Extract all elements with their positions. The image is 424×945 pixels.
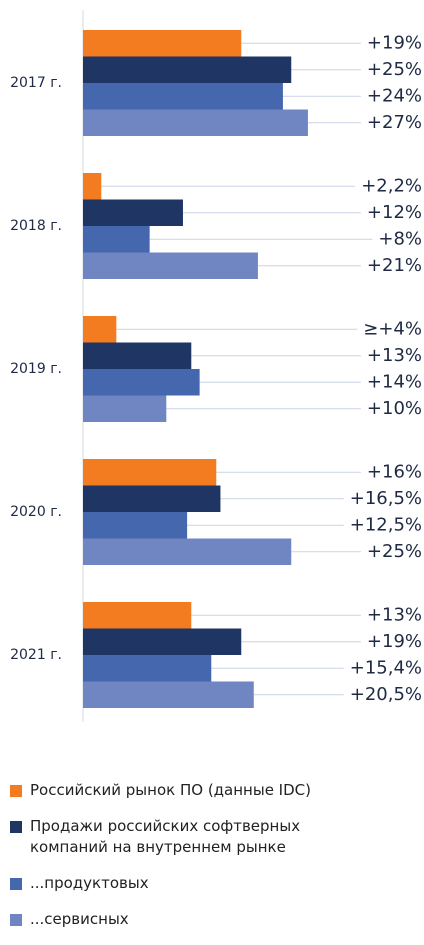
legend-swatch	[10, 914, 22, 926]
value-label: +2,2%	[361, 175, 422, 196]
bar	[83, 369, 200, 396]
value-label: +10%	[367, 398, 422, 419]
legend: Российский рынок ПО (данные IDC) Продажи …	[0, 780, 424, 945]
value-label: +8%	[378, 228, 422, 249]
value-label: +19%	[367, 631, 422, 652]
chart: 2017 г. +19% +25% +24% +27% 2018 г. +2,2% +12% +…	[10, 10, 422, 722]
bar	[83, 512, 188, 539]
bar	[83, 316, 117, 343]
bar	[83, 252, 258, 279]
bar	[83, 226, 150, 253]
bar	[83, 485, 221, 512]
bar	[83, 681, 254, 708]
bar	[83, 395, 167, 422]
legend-swatch	[10, 878, 22, 890]
bar	[83, 459, 217, 486]
bar	[83, 173, 102, 200]
bar	[83, 56, 292, 83]
value-label: +20,5%	[350, 684, 422, 705]
legend-label: Российский рынок ПО (данные IDC)	[30, 781, 311, 799]
value-label: +13%	[367, 345, 422, 366]
value-label: +13%	[367, 604, 422, 625]
legend-item: ...сервисных	[0, 909, 330, 930]
value-label: +27%	[367, 112, 422, 133]
value-label: +12,5%	[350, 514, 422, 535]
legend-item: ...продуктовых	[0, 873, 330, 894]
page: {"chart_data": {"type": "bar", "categori…	[10, 10, 422, 928]
bar	[83, 83, 283, 110]
value-label: +16,5%	[350, 488, 422, 509]
legend-item: Российский рынок ПО (данные IDC)	[0, 780, 330, 801]
category-label: 2017 г.	[10, 75, 62, 91]
bar	[83, 538, 292, 565]
legend-label: ...продуктовых	[30, 874, 149, 892]
legend-item: Продажи российских софтверных компаний н…	[0, 816, 330, 858]
value-label: +14%	[367, 371, 422, 392]
value-label: ≥+4%	[363, 318, 422, 339]
value-label: +15,4%	[350, 657, 422, 678]
bar	[83, 199, 183, 226]
legend-label: Продажи российских софтверных компаний н…	[30, 817, 301, 856]
category-label: 2019 г.	[10, 361, 62, 377]
bar	[83, 342, 192, 369]
bar	[83, 109, 308, 136]
category-label: 2021 г.	[10, 647, 62, 663]
bar	[83, 628, 242, 655]
value-label: +19%	[367, 32, 422, 53]
legend-label: ...сервисных	[30, 910, 129, 928]
value-label: +25%	[367, 541, 422, 562]
value-label: +24%	[367, 85, 422, 106]
legend-swatch	[10, 821, 22, 833]
bar	[83, 30, 242, 57]
bar	[83, 602, 192, 629]
value-label: +16%	[367, 461, 422, 482]
bar	[83, 655, 212, 682]
value-label: +25%	[367, 59, 422, 80]
value-label: +12%	[367, 202, 422, 223]
value-label: +21%	[367, 255, 422, 276]
category-label: 2018 г.	[10, 218, 62, 234]
legend-swatch	[10, 785, 22, 797]
category-label: 2020 г.	[10, 504, 62, 520]
